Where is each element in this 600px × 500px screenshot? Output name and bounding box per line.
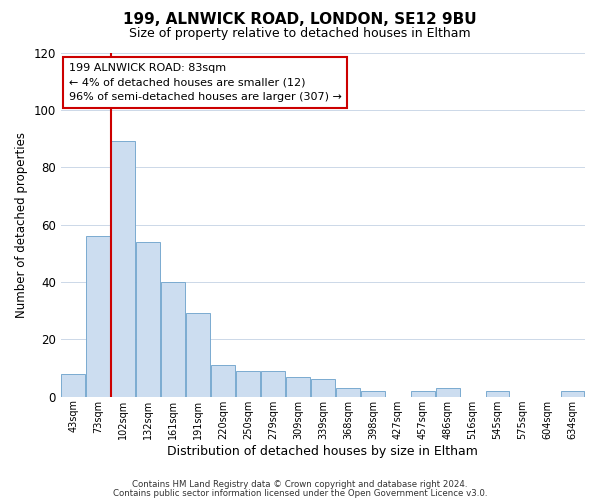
Bar [61,374,85,396]
Bar [336,388,360,396]
Bar [560,391,584,396]
Bar [112,142,135,396]
Bar [436,388,460,396]
Text: 199, ALNWICK ROAD, LONDON, SE12 9BU: 199, ALNWICK ROAD, LONDON, SE12 9BU [123,12,477,28]
Bar [411,391,434,396]
Bar [311,380,335,396]
Bar [161,282,185,397]
Bar [211,365,235,396]
Bar [186,314,210,396]
Text: Contains public sector information licensed under the Open Government Licence v3: Contains public sector information licen… [113,488,487,498]
Bar [261,371,285,396]
Text: 199 ALNWICK ROAD: 83sqm
← 4% of detached houses are smaller (12)
96% of semi-det: 199 ALNWICK ROAD: 83sqm ← 4% of detached… [68,63,341,102]
X-axis label: Distribution of detached houses by size in Eltham: Distribution of detached houses by size … [167,444,478,458]
Bar [136,242,160,396]
Bar [236,371,260,396]
Bar [486,391,509,396]
Bar [286,376,310,396]
Bar [86,236,110,396]
Bar [361,391,385,396]
Text: Size of property relative to detached houses in Eltham: Size of property relative to detached ho… [129,28,471,40]
Y-axis label: Number of detached properties: Number of detached properties [15,132,28,318]
Text: Contains HM Land Registry data © Crown copyright and database right 2024.: Contains HM Land Registry data © Crown c… [132,480,468,489]
